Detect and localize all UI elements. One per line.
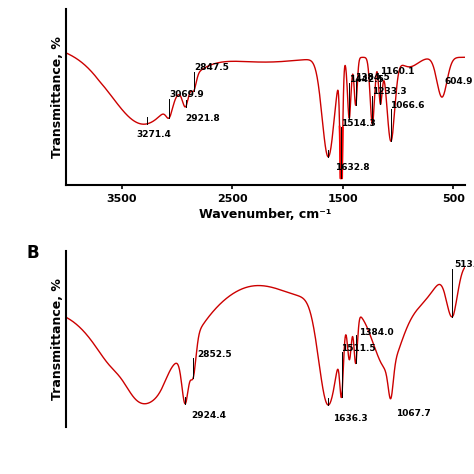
Text: 2921.8: 2921.8 <box>186 114 220 123</box>
Text: 1160.1: 1160.1 <box>380 67 415 76</box>
Text: 1066.6: 1066.6 <box>391 101 425 110</box>
Y-axis label: Transmittance, %: Transmittance, % <box>51 36 64 158</box>
Text: 1514.3: 1514.3 <box>341 119 376 128</box>
Text: 1511.5: 1511.5 <box>341 344 376 353</box>
Text: 2924.4: 2924.4 <box>191 411 227 420</box>
Text: 513.6: 513.6 <box>455 260 474 269</box>
Text: 1384.0: 1384.0 <box>359 328 394 337</box>
Text: 604.9: 604.9 <box>445 77 473 86</box>
Text: 1067.7: 1067.7 <box>396 410 431 418</box>
X-axis label: Wavenumber, cm⁻¹: Wavenumber, cm⁻¹ <box>199 208 332 221</box>
Text: 1384.5: 1384.5 <box>356 73 390 82</box>
Text: 3271.4: 3271.4 <box>137 129 171 138</box>
Text: 2847.5: 2847.5 <box>194 63 228 72</box>
Text: 3069.9: 3069.9 <box>169 90 204 99</box>
Text: 2852.5: 2852.5 <box>197 350 231 359</box>
Text: 1636.3: 1636.3 <box>333 414 367 423</box>
Text: 1233.3: 1233.3 <box>372 87 407 96</box>
Text: B: B <box>27 244 39 262</box>
Text: 1632.8: 1632.8 <box>335 163 370 172</box>
Y-axis label: Transmittance, %: Transmittance, % <box>51 278 64 400</box>
Text: 1442.5: 1442.5 <box>349 74 384 83</box>
